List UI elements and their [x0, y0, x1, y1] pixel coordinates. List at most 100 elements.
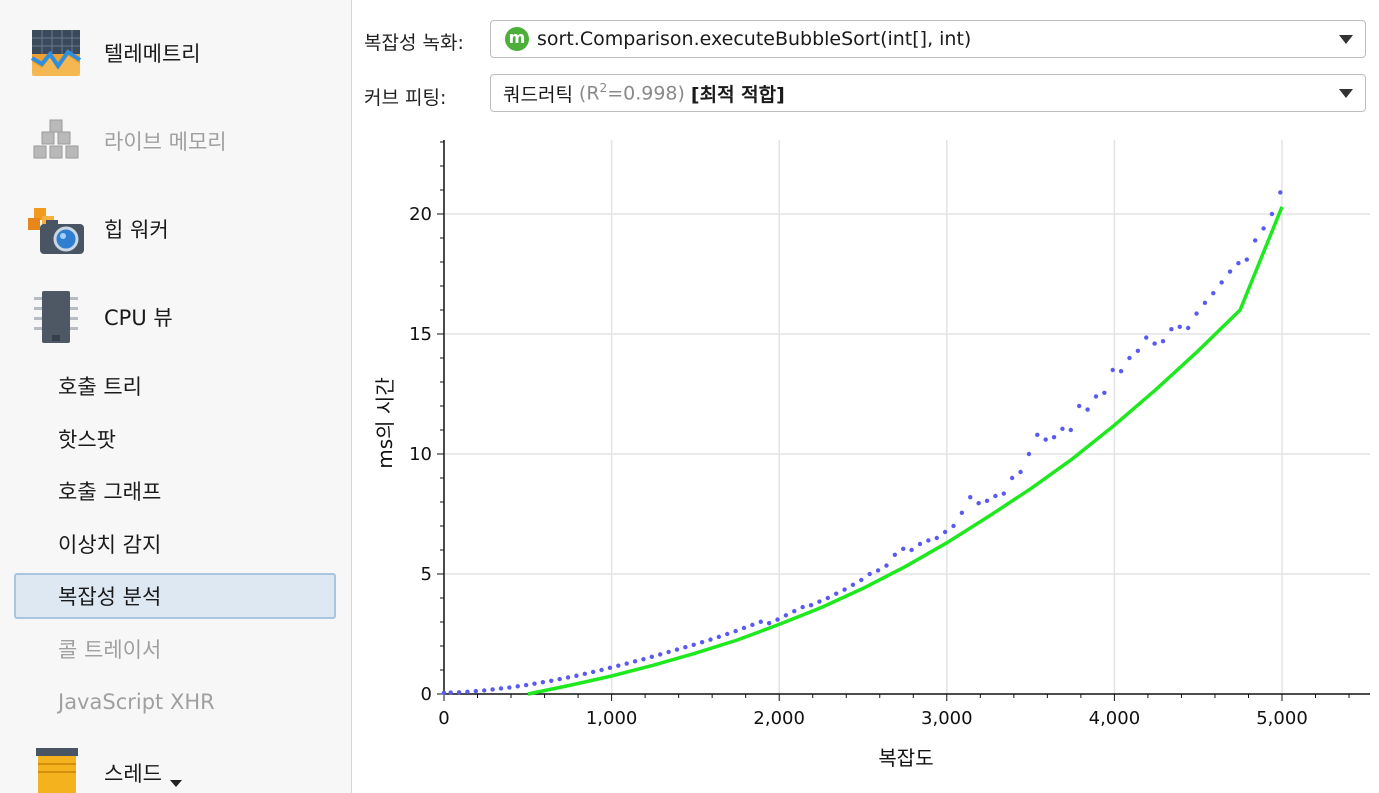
data-point — [1127, 355, 1132, 361]
data-point — [1060, 426, 1065, 431]
sidebar-subitem-call-graph[interactable]: 호출 그래프 — [14, 468, 336, 514]
measured-points-series — [441, 190, 1283, 695]
data-point — [842, 587, 847, 592]
data-point — [792, 609, 797, 614]
fit-curve-line — [527, 206, 1284, 696]
data-point — [1077, 403, 1082, 409]
data-point — [917, 541, 923, 547]
sidebar-item-telemetry[interactable]: 텔레메트리 — [0, 18, 351, 88]
data-point — [1118, 369, 1124, 374]
data-point — [1177, 324, 1182, 329]
data-point — [624, 661, 629, 666]
data-point — [441, 690, 447, 695]
data-point — [1035, 432, 1040, 437]
data-point — [582, 671, 587, 677]
y-tick-label: 0 — [421, 684, 432, 705]
sidebar-subitem-call-tree[interactable]: 호출 트리 — [14, 363, 336, 409]
recording-value: sort.Comparison.executeBubbleSort(int[],… — [537, 28, 972, 50]
method-icon: m — [505, 27, 529, 51]
data-point — [934, 535, 939, 541]
data-point — [1211, 291, 1216, 296]
data-point — [691, 642, 696, 647]
data-point — [1026, 451, 1032, 457]
data-point — [515, 684, 520, 689]
data-point — [649, 654, 655, 659]
sidebar-subitem-javascript-xhr[interactable]: JavaScript XHR — [14, 679, 336, 725]
data-point — [1202, 300, 1208, 305]
data-point — [859, 577, 864, 583]
sidebar-item-label: 라이브 메모리 — [104, 130, 227, 154]
data-point — [733, 628, 738, 634]
data-point — [1244, 257, 1250, 262]
cpu-view-icon — [34, 291, 78, 343]
data-point — [1169, 327, 1174, 332]
data-point — [1160, 339, 1166, 344]
data-point — [758, 619, 763, 624]
data-point — [1102, 390, 1107, 395]
x-tick-label: 3,000 — [921, 708, 973, 729]
sidebar-subitem-hotspots[interactable]: 핫스팟 — [14, 416, 336, 462]
sidebar-item-label: 텔레메트리 — [104, 42, 201, 66]
data-point — [850, 582, 856, 587]
data-point — [498, 686, 504, 691]
x-tick-label: 5,000 — [1256, 708, 1308, 729]
data-point — [766, 621, 772, 626]
data-point — [817, 599, 822, 604]
data-point — [473, 688, 479, 694]
sidebar-subitem-label: 복잡성 분석 — [58, 585, 162, 609]
data-point — [1043, 437, 1048, 442]
sidebar-subitem-call-tracer[interactable]: 콜 트레이서 — [14, 626, 336, 672]
sidebar-subitem-label: 호출 트리 — [58, 375, 142, 399]
data-point — [725, 631, 730, 637]
data-point — [565, 675, 571, 680]
curve-fitting-combobox[interactable]: 쿼드러틱 (R2=0.998) [최적 적합] — [490, 74, 1366, 112]
data-point — [1001, 491, 1006, 496]
data-point — [1093, 394, 1099, 399]
data-point — [574, 673, 579, 678]
fit-r-squared: (R2=0.998) — [579, 81, 685, 104]
sidebar-subitem-complexity-analysis[interactable]: 복잡성 분석 — [14, 573, 336, 619]
data-point — [532, 681, 537, 686]
data-point — [549, 678, 554, 683]
data-point — [1085, 407, 1090, 412]
data-point — [1194, 311, 1199, 316]
data-point — [658, 652, 663, 657]
data-point — [1009, 475, 1015, 481]
sidebar-item-heap-walker[interactable]: 힙 워커 — [0, 194, 351, 264]
recording-combobox[interactable]: m sort.Comparison.executeBubbleSort(int[… — [490, 20, 1366, 58]
heap-walker-icon — [28, 208, 84, 254]
chevron-down-icon[interactable] — [1339, 35, 1353, 44]
data-point — [683, 645, 688, 650]
y-tick-label: 20 — [409, 204, 432, 225]
data-point — [1135, 348, 1141, 353]
data-point — [783, 613, 789, 618]
data-point — [959, 510, 965, 515]
sidebar-item-cpu-view[interactable]: CPU 뷰 — [0, 282, 351, 352]
data-point — [641, 657, 646, 662]
sidebar-item-live-memory[interactable]: 라이브 메모리 — [0, 106, 351, 176]
fit-name: 쿼드러틱 — [503, 83, 573, 106]
data-point — [909, 547, 914, 553]
data-point — [1185, 325, 1191, 331]
data-point — [867, 571, 872, 577]
sidebar-subitem-label: 이상치 감지 — [58, 533, 162, 557]
y-tick-label: 10 — [409, 444, 432, 465]
data-point — [775, 617, 780, 622]
sidebar-subitem-label: JavaScript XHR — [58, 690, 215, 714]
data-point — [942, 529, 948, 535]
sidebar-item-label: 스레드 — [104, 762, 162, 786]
data-point — [901, 546, 906, 551]
data-point — [808, 603, 814, 608]
data-point — [892, 552, 898, 557]
fit-r2-exponent: 2 — [599, 81, 608, 96]
data-point — [1051, 435, 1057, 440]
chevron-down-icon[interactable] — [1339, 89, 1353, 98]
scroll-down-arrow-icon[interactable] — [170, 780, 182, 787]
data-point — [716, 634, 722, 640]
fit-curve-series — [527, 206, 1284, 696]
data-point — [557, 676, 562, 682]
complexity-chart: 0 1,000 2,000 3,000 4,000 5,000 0 5 10 15 20 복잡도 m… — [373, 140, 1370, 770]
sidebar-subitem-outlier-detection[interactable]: 이상치 감지 — [14, 521, 336, 567]
data-point — [800, 604, 805, 610]
sidebar-item-threads[interactable]: 스레드 — [0, 738, 351, 793]
